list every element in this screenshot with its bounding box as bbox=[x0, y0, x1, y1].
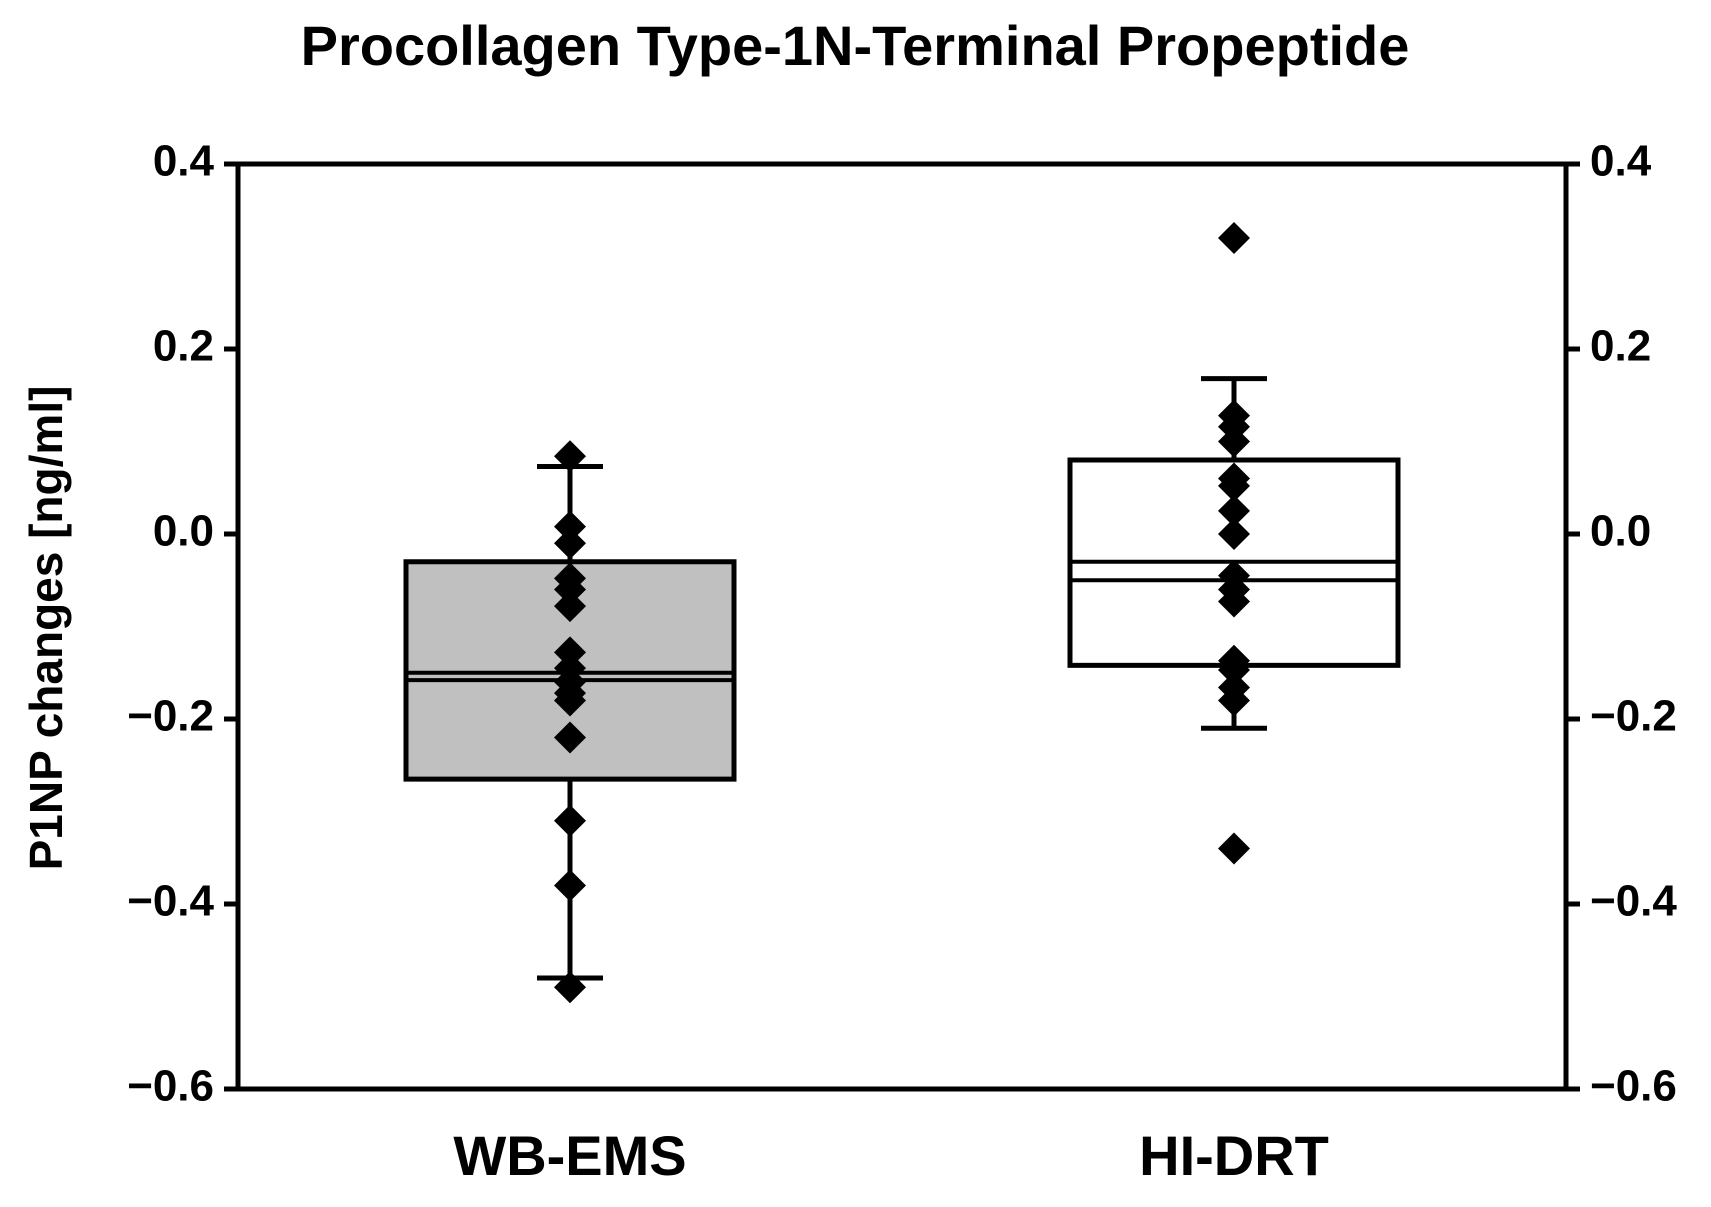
data-point bbox=[1218, 222, 1250, 254]
data-point bbox=[1218, 469, 1250, 502]
data-point bbox=[554, 573, 586, 606]
data-point bbox=[1218, 585, 1250, 618]
data-point bbox=[554, 527, 586, 560]
data-point bbox=[554, 510, 586, 543]
data-point bbox=[1218, 494, 1250, 527]
data-point bbox=[554, 869, 586, 902]
y-tick-label: −0.6 bbox=[127, 1062, 214, 1111]
y-tick-label: 0.2 bbox=[153, 322, 214, 371]
x-tick-label: HI-DRT bbox=[1139, 1124, 1329, 1187]
data-point bbox=[1218, 832, 1250, 865]
data-point bbox=[1218, 518, 1250, 550]
chart-title: Procollagen Type-1N-Terminal Propeptide bbox=[301, 14, 1410, 77]
plot-frame bbox=[235, 161, 1569, 1092]
y-tick-label: 0.4 bbox=[153, 137, 215, 186]
y2-tick-label: −0.4 bbox=[1590, 877, 1677, 926]
data-point bbox=[1218, 684, 1250, 717]
data-point bbox=[554, 721, 586, 754]
y-tick-label: −0.4 bbox=[127, 877, 214, 926]
data-point bbox=[554, 804, 586, 837]
y2-tick-label: 0.2 bbox=[1590, 322, 1651, 371]
y-tick-label: −0.2 bbox=[127, 692, 214, 741]
data-point bbox=[554, 590, 586, 623]
data-point bbox=[554, 684, 586, 717]
y2-tick-label: −0.2 bbox=[1590, 692, 1677, 741]
data-point bbox=[554, 971, 586, 1004]
y2-tick-label: 0.4 bbox=[1590, 137, 1652, 186]
data-point bbox=[554, 440, 586, 473]
data-point bbox=[1218, 653, 1250, 686]
y-tick-label: 0.0 bbox=[153, 507, 214, 556]
y2-tick-label: −0.6 bbox=[1590, 1062, 1677, 1111]
y2-tick-label: 0.0 bbox=[1590, 507, 1651, 556]
x-tick-label: WB-EMS bbox=[453, 1124, 686, 1187]
y-axis-label: P1NP changes [ng/ml] bbox=[20, 386, 72, 871]
data-point bbox=[1218, 425, 1250, 458]
